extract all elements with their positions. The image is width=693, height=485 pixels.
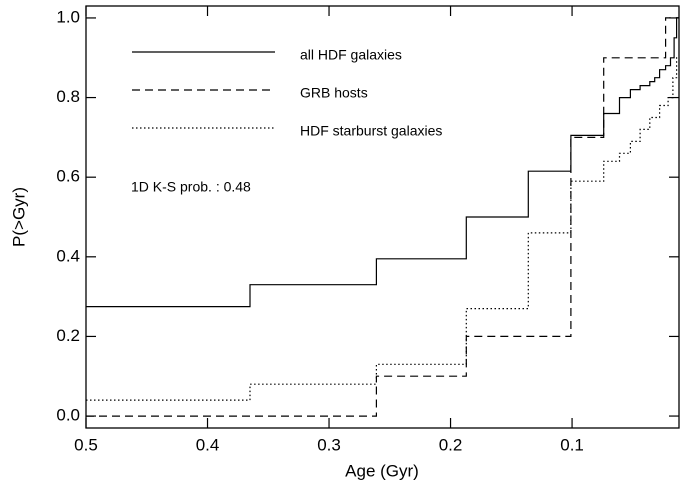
legend-label: all HDF galaxies [300,47,402,63]
y-tick-label: 0.8 [56,87,80,106]
y-tick-label: 1.0 [56,7,80,26]
step-line [86,17,679,417]
x-axis-title: Age (Gyr) [345,461,419,480]
y-tick-label: 0.6 [56,167,80,186]
plot-frame [85,5,680,429]
x-tick-label: 0.3 [317,435,341,454]
y-tick-label: 0.2 [56,326,80,345]
y-axis-title: P(>Gyr) [9,187,28,247]
x-tick-label: 0.1 [560,435,584,454]
legend-label: GRB hosts [300,85,368,101]
y-tick-label: 0.0 [56,406,80,425]
x-tick-label: 0.5 [74,435,98,454]
legend-label: HDF starburst galaxies [300,123,442,139]
annotation: 1D K-S prob. : 0.48 [131,179,251,195]
y-tick-label: 0.4 [56,246,80,265]
x-tick-label: 0.2 [439,435,463,454]
step-line [86,57,679,401]
x-tick-label: 0.4 [196,435,220,454]
step-line [86,17,679,308]
